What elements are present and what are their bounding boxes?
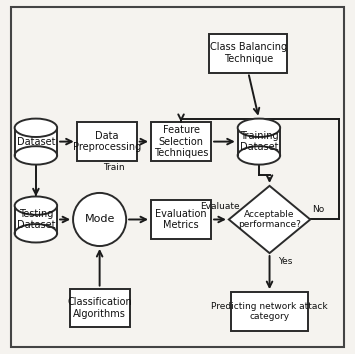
Circle shape <box>73 193 126 246</box>
Bar <box>209 34 287 73</box>
Bar <box>15 206 57 233</box>
Text: Class Balancing
Technique: Class Balancing Technique <box>210 42 287 64</box>
Bar <box>77 122 137 161</box>
Text: Testing
Dataset: Testing Dataset <box>17 209 55 230</box>
Text: Mode: Mode <box>84 215 115 224</box>
Bar <box>238 128 280 155</box>
Bar <box>151 200 211 239</box>
Text: Evaluate: Evaluate <box>200 202 240 211</box>
Text: Evaluation
Metrics: Evaluation Metrics <box>155 209 207 230</box>
Ellipse shape <box>238 119 280 137</box>
Text: Acceptable
performance?: Acceptable performance? <box>238 210 301 229</box>
Text: Train: Train <box>103 163 125 172</box>
Text: Classification
Algorithms: Classification Algorithms <box>67 297 132 319</box>
Bar <box>15 128 57 155</box>
Text: Predicting network attack
category: Predicting network attack category <box>211 302 328 321</box>
Text: Training
Dataset: Training Dataset <box>240 131 278 153</box>
Ellipse shape <box>15 119 57 137</box>
Polygon shape <box>229 186 310 253</box>
Bar <box>151 122 211 161</box>
Ellipse shape <box>15 196 57 215</box>
Ellipse shape <box>15 224 57 242</box>
Text: No: No <box>312 205 324 214</box>
Bar <box>70 289 130 327</box>
Bar <box>231 292 308 331</box>
Text: Yes: Yes <box>278 257 293 266</box>
Text: Feature
Selection
Techniques: Feature Selection Techniques <box>154 125 208 158</box>
Ellipse shape <box>238 146 280 165</box>
Text: Dataset: Dataset <box>17 137 55 147</box>
Ellipse shape <box>15 146 57 165</box>
Text: Data
Preprocessing: Data Preprocessing <box>72 131 141 153</box>
